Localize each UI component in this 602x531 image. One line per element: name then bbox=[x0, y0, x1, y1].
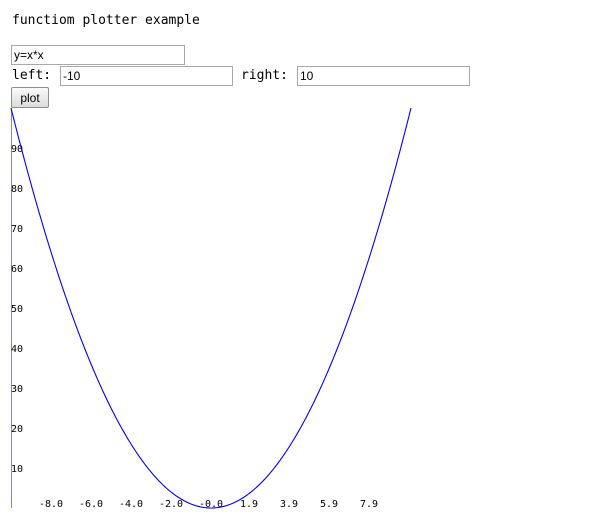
x-tick-label: 7.9 bbox=[360, 499, 378, 510]
y-tick-label: 10 bbox=[11, 464, 23, 475]
x-tick-label: 5.9 bbox=[320, 499, 338, 510]
y-tick-label: 70 bbox=[11, 224, 23, 235]
y-axis-ticks: 90 80 70 60 50 40 30 20 10 bbox=[11, 144, 23, 475]
right-bound-input[interactable] bbox=[297, 66, 470, 86]
x-tick-label: -4.0 bbox=[119, 499, 143, 510]
x-tick-label: -0.0 bbox=[199, 499, 223, 510]
left-bound-input[interactable] bbox=[60, 66, 233, 86]
right-label: right: bbox=[241, 68, 288, 83]
x-tick-label: -8.0 bbox=[39, 499, 63, 510]
page-title: functiom plotter example bbox=[12, 13, 200, 28]
function-curve bbox=[10, 107, 412, 509]
x-tick-label: 3.9 bbox=[280, 499, 298, 510]
y-tick-label: 80 bbox=[11, 184, 23, 195]
y-tick-label: 30 bbox=[11, 384, 23, 395]
y-tick-label: 20 bbox=[11, 424, 23, 435]
x-tick-label: 1.9 bbox=[240, 499, 258, 510]
x-axis-ticks: -8.0 -6.0 -4.0 -2.0 -0.0 1.9 3.9 5.9 7.9 bbox=[39, 499, 378, 510]
plot-button[interactable]: plot bbox=[11, 87, 49, 108]
y-tick-label: 90 bbox=[11, 144, 23, 155]
y-tick-label: 60 bbox=[11, 264, 23, 275]
formula-input[interactable] bbox=[11, 45, 185, 65]
y-tick-label: 50 bbox=[11, 304, 23, 315]
x-tick-label: -6.0 bbox=[79, 499, 103, 510]
y-tick-label: 40 bbox=[11, 344, 23, 355]
left-label: left: bbox=[12, 68, 52, 83]
x-tick-label: -2.0 bbox=[159, 499, 183, 510]
